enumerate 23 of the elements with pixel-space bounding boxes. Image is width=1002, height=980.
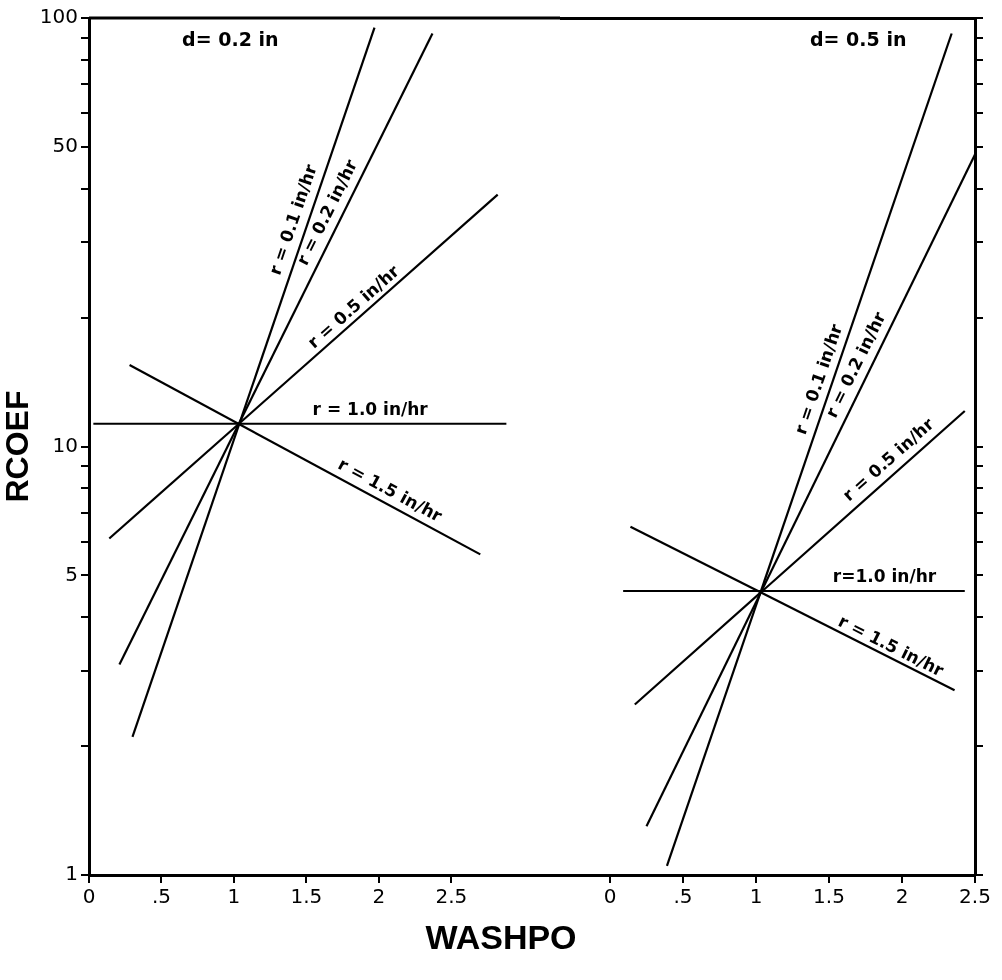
x-tick-label: 0 [82,884,96,909]
x-tick-label: 1 [749,884,763,909]
x-tick-label: 2 [895,884,909,909]
x-tick-label: 1.5 [290,884,323,909]
x-tick-label: 1.5 [813,884,845,909]
y-tick-label: 5 [65,561,78,586]
y-tick-label: 10 [52,432,78,457]
y-tick-label: 100 [39,4,78,29]
annotation: r=1.0 in/hr [832,566,937,587]
x-tick-label: .5 [673,884,693,909]
y-axis-title: RCOEF [0,390,36,503]
text: d= 0.2 in [182,28,279,51]
text: d= 0.5 in [809,28,907,51]
annotation: r = 1.0 in/hr [312,399,429,420]
x-tick-label: 2.5 [435,884,468,909]
x-axis-title: WASHPO [424,918,578,957]
y-tick-label: 50 [52,133,78,158]
y-tick-label: 1 [65,861,78,886]
x-tick-label: 0 [603,884,617,909]
x-tick-label: 2.5 [959,884,991,909]
x-tick-label: 2 [372,884,386,909]
x-tick-label: 1 [227,884,241,909]
x-tick-label: .5 [151,884,172,909]
